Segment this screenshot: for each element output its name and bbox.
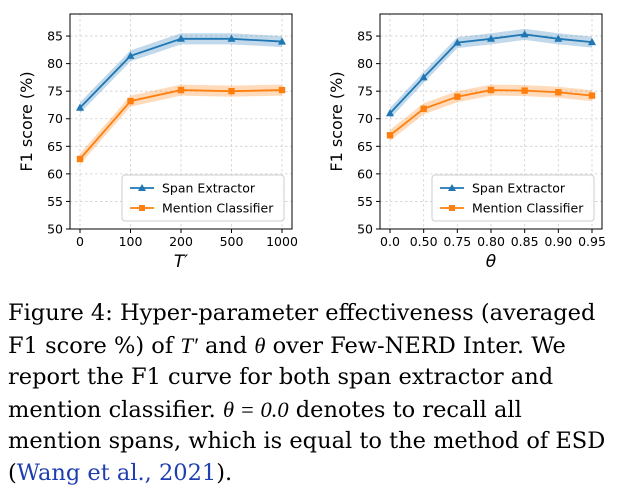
- figure-caption: Figure 4: Hyper-parameter effectiveness …: [8, 298, 612, 489]
- y-axis-label: F1 score (%): [327, 71, 346, 171]
- y-tick-label: 75: [357, 84, 373, 99]
- caption-theta: θ: [254, 332, 266, 358]
- x-tick-label: 0.90: [544, 234, 572, 249]
- y-tick-label: 70: [357, 111, 373, 126]
- legend-label: Mention Classifier: [162, 201, 274, 216]
- chart-right-theta: 50 55 60 65 70 75 80 85 0.0 0.50 0.75 0.80 0.85 0.90 0…: [327, 13, 606, 272]
- x-axis-label: θ: [486, 252, 497, 272]
- data-point-marker: [177, 86, 185, 94]
- data-point-marker: [126, 51, 135, 59]
- y-tick-label: 65: [357, 139, 373, 154]
- x-tick-label: 200: [169, 234, 193, 249]
- y-axis-label: F1 score (%): [17, 71, 36, 171]
- legend-label: Mention Classifier: [472, 201, 584, 216]
- series-confidence-band: [390, 84, 592, 141]
- x-tick-label: 0.80: [477, 234, 505, 249]
- data-point-marker: [177, 34, 185, 42]
- series-confidence-band: [390, 28, 592, 119]
- data-point-marker: [521, 87, 528, 94]
- data-point-marker: [588, 37, 596, 46]
- data-point-marker: [588, 92, 596, 99]
- data-point-marker: [278, 86, 286, 94]
- y-tick-label: 55: [47, 194, 63, 209]
- x-tick-label: 0: [76, 234, 84, 249]
- x-tick-label: 0.95: [578, 234, 606, 249]
- data-point-marker: [227, 34, 236, 42]
- y-tick-label: 85: [47, 29, 63, 44]
- data-point-marker: [520, 30, 529, 38]
- data-point-marker: [278, 37, 286, 45]
- y-tick-label: 80: [357, 56, 373, 71]
- caption-text-1: Hyper-parameter effectiveness (averaged …: [8, 300, 596, 359]
- series-confidence-band: [80, 84, 282, 165]
- x-tick-label: 0.75: [443, 234, 471, 249]
- caption-text-3: over Few-NERD Inter. We report the F1 cu…: [8, 332, 566, 423]
- chart-left-t-prime: 50 55 60 65 70 75 80 85 0 100 200 500 1000 F1 score (…: [17, 13, 298, 272]
- legend-marker: [138, 184, 146, 191]
- caption-text-4: denotes to recall all mention spans, whi…: [8, 396, 606, 486]
- legend-label: Span Extractor: [162, 181, 256, 196]
- caption-figure-label: Figure 4:: [8, 300, 113, 326]
- y-tick-label: 55: [357, 194, 373, 209]
- data-point-marker: [453, 38, 462, 46]
- figure-area: 50 55 60 65 70 75 80 85 0 100 200 500 1000 F1 score (…: [17, 13, 606, 272]
- y-tick-label: 85: [357, 29, 373, 44]
- y-tick-label: 60: [357, 166, 373, 181]
- x-tick-label: 500: [220, 234, 244, 249]
- data-point-marker: [487, 34, 495, 42]
- legend-marker: [448, 184, 456, 191]
- caption-t-prime: T′: [180, 332, 198, 358]
- data-point-marker: [554, 34, 563, 42]
- y-tick-label: 70: [47, 111, 63, 126]
- y-tick-label: 75: [47, 84, 63, 99]
- caption-theta-eq: θ = 0.0: [223, 396, 289, 422]
- data-point-marker: [555, 89, 562, 96]
- y-tick-label: 60: [47, 166, 63, 181]
- y-tick-label: 65: [47, 139, 63, 154]
- x-tick-label: 1000: [266, 234, 298, 249]
- data-point-marker: [454, 93, 461, 100]
- caption-text-2: and: [204, 332, 248, 359]
- legend-marker: [139, 205, 145, 211]
- data-point-marker: [127, 97, 134, 105]
- data-point-marker: [228, 87, 235, 95]
- data-point-marker: [76, 155, 84, 163]
- data-point-marker: [386, 109, 394, 117]
- caption-text-5: ).: [216, 459, 233, 486]
- data-point-marker: [386, 132, 394, 139]
- y-tick-label: 50: [47, 222, 63, 237]
- x-tick-label: 0.0: [380, 234, 400, 249]
- legend-marker: [449, 205, 455, 211]
- x-tick-label: 0.85: [511, 234, 539, 249]
- caption-citation-link[interactable]: Wang et al., 2021: [16, 459, 217, 486]
- legend-box: [121, 174, 285, 222]
- x-axis-label: T′: [174, 252, 188, 272]
- legend-box: [431, 174, 595, 222]
- data-point-marker: [76, 103, 84, 111]
- x-tick-label: 100: [119, 234, 143, 249]
- legend-label: Span Extractor: [472, 181, 566, 196]
- x-tick-label: 0.50: [410, 234, 438, 249]
- data-point-marker: [487, 86, 495, 94]
- y-tick-label: 50: [357, 222, 373, 237]
- y-tick-label: 80: [47, 56, 63, 71]
- data-point-marker: [420, 105, 427, 113]
- data-point-marker: [419, 73, 428, 81]
